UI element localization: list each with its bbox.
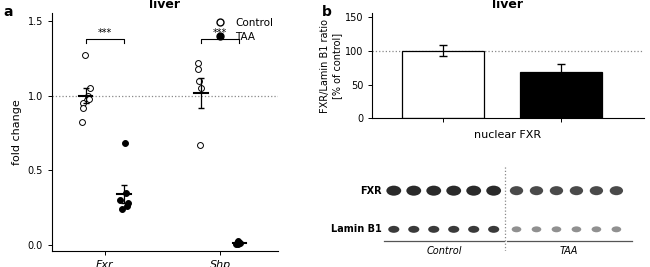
Ellipse shape [466,186,481,196]
Point [235,241,246,245]
Point [122,204,132,208]
Ellipse shape [512,226,521,232]
Text: TAA: TAA [560,246,578,256]
Bar [402,51,484,118]
Point [84,96,94,101]
Ellipse shape [406,186,421,196]
Point [116,207,127,211]
Ellipse shape [386,186,401,196]
Point [77,105,88,110]
Ellipse shape [428,226,439,233]
Text: Lamin B1: Lamin B1 [331,224,382,234]
Ellipse shape [486,186,501,196]
Ellipse shape [612,226,621,232]
Point [121,191,131,195]
Ellipse shape [570,186,583,195]
Point [77,120,87,125]
Point [193,66,203,71]
Text: ***: *** [98,28,112,38]
Point [120,141,130,146]
Y-axis label: fold change: fold change [12,99,22,165]
Text: a: a [3,5,13,19]
Ellipse shape [532,226,541,232]
Point [193,61,203,65]
Ellipse shape [590,186,603,195]
Ellipse shape [408,226,419,233]
Title: liver: liver [493,0,523,11]
Point [194,78,205,83]
Y-axis label: FXR/Lamin B1 ratio
[% of control]: FXR/Lamin B1 ratio [% of control] [320,19,342,113]
Ellipse shape [468,226,479,233]
Ellipse shape [610,186,623,195]
Bar [520,72,603,118]
Ellipse shape [388,226,399,233]
Point [81,98,92,102]
Ellipse shape [510,186,523,195]
Text: ***: *** [213,28,228,38]
Point [231,241,242,246]
Ellipse shape [571,226,581,232]
Legend: Control, TAA: Control, TAA [206,14,278,46]
Text: Control: Control [427,246,462,256]
Ellipse shape [447,186,461,196]
Point [123,201,133,205]
Text: FXR: FXR [360,186,382,196]
Title: liver: liver [150,0,181,11]
Bar [384,176,635,242]
Ellipse shape [552,226,562,232]
Ellipse shape [448,226,460,233]
Text: b: b [322,5,332,19]
Ellipse shape [550,186,563,195]
Point [77,101,88,105]
Point [83,93,93,98]
Point [233,240,244,244]
Point [195,143,205,147]
Ellipse shape [592,226,601,232]
Ellipse shape [530,186,543,195]
Point [79,53,90,57]
Point [115,198,125,202]
Ellipse shape [426,186,441,196]
X-axis label: nuclear FXR: nuclear FXR [474,130,541,140]
Point [233,241,243,246]
Point [233,239,243,244]
Point [196,86,207,90]
Ellipse shape [488,226,499,233]
Point [84,86,95,90]
